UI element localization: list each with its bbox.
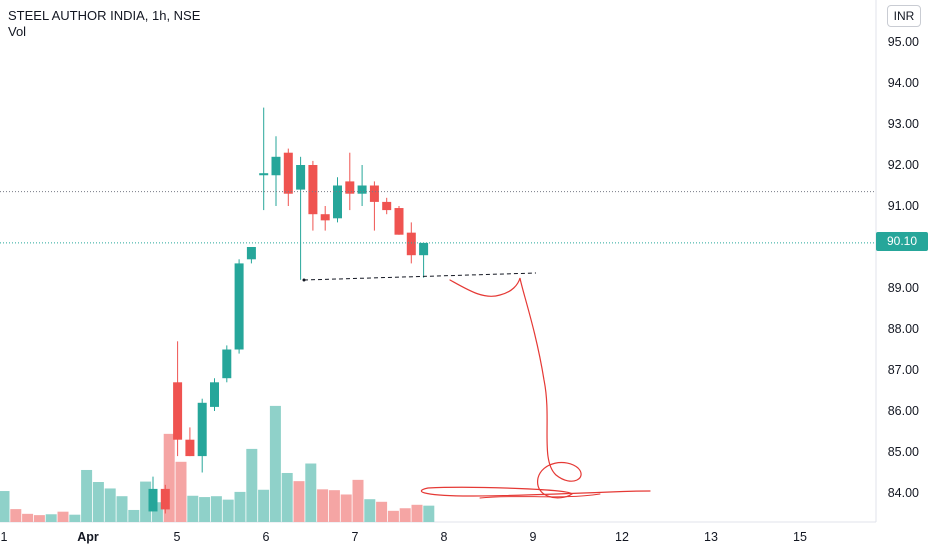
volume-bar <box>387 510 399 522</box>
candle-body <box>357 185 367 194</box>
candle-body <box>283 152 293 194</box>
time-axis: 1 Apr 5 6 7 8 9 12 13 15 <box>1 530 807 544</box>
volume-bar <box>10 509 22 522</box>
time-tick-label: 7 <box>352 530 359 544</box>
candlesticks <box>148 107 429 514</box>
volume-bar <box>116 496 128 522</box>
time-tick-label: 9 <box>530 530 537 544</box>
candle-body <box>259 173 269 176</box>
volume-label: Vol <box>8 24 27 39</box>
volume-bar <box>281 472 293 522</box>
volume-bar <box>104 488 116 522</box>
candle-body <box>382 201 392 211</box>
volume-bar <box>33 515 45 522</box>
volume-bar <box>128 509 140 522</box>
drawings <box>302 272 651 499</box>
price-tick-label: 86.00 <box>888 404 919 418</box>
candle-body <box>296 165 306 190</box>
volume-bar <box>210 496 222 522</box>
volume-bar <box>222 499 234 522</box>
volume-bar <box>340 494 352 522</box>
candle-body <box>333 185 342 219</box>
volume-bar <box>175 461 187 522</box>
candle-body <box>394 208 404 235</box>
volume-bar <box>22 513 34 522</box>
volume-bar <box>69 514 81 522</box>
volume-bar <box>399 508 411 522</box>
freehand-drawing <box>420 277 651 499</box>
candle-body <box>345 181 355 194</box>
candle-body <box>210 382 219 407</box>
candle-body <box>148 488 158 512</box>
candle-body <box>320 214 330 221</box>
candle-body <box>222 349 232 379</box>
price-tick-label: 92.00 <box>888 158 919 172</box>
volume-bar <box>0 491 10 522</box>
volume-bar <box>293 481 305 522</box>
time-tick-label: Apr <box>77 530 99 544</box>
time-tick-label: 8 <box>441 530 448 544</box>
volume-bars <box>0 405 435 522</box>
grid-lines <box>0 0 877 523</box>
volume-bar <box>57 511 69 522</box>
price-tick-label: 84.00 <box>888 486 919 500</box>
volume-bar <box>376 501 388 522</box>
volume-bar <box>364 499 376 522</box>
time-tick-label: 5 <box>174 530 181 544</box>
candle-body <box>197 402 207 457</box>
price-axis: 95.0094.0093.0092.0091.0090.0089.0088.00… <box>888 35 919 500</box>
price-tick-label: 95.00 <box>888 35 919 49</box>
volume-bar <box>423 505 435 522</box>
price-tick-label: 94.00 <box>888 76 919 90</box>
horizontal-lines <box>0 191 876 244</box>
volume-bar <box>92 482 104 522</box>
candle-body <box>406 232 416 256</box>
price-tick-label: 91.00 <box>888 199 919 213</box>
candle-body <box>246 247 256 260</box>
symbol-title: STEEL AUTHOR INDIA, 1h, NSE <box>8 8 201 23</box>
volume-bar <box>258 489 270 522</box>
price-tick-label: 89.00 <box>888 281 919 295</box>
candle-body <box>185 439 195 457</box>
candle-body <box>308 165 318 215</box>
currency-button[interactable]: INR <box>887 5 921 27</box>
price-tick-label: 85.00 <box>888 445 919 459</box>
freehand-drawing-stroke <box>479 493 601 499</box>
price-tick-label: 93.00 <box>888 117 919 131</box>
candle-body <box>271 156 281 176</box>
time-tick-label: 15 <box>793 530 807 544</box>
candle-body <box>419 242 429 256</box>
volume-bar <box>45 514 57 522</box>
volume-bar <box>151 502 163 522</box>
last-price-badge: 90.10 <box>876 232 928 251</box>
volume-bar <box>269 405 281 522</box>
volume-bar <box>81 469 93 522</box>
volume-bar <box>246 448 258 522</box>
volume-bar <box>163 433 175 522</box>
candle-body <box>160 488 170 510</box>
dashed-support-line <box>303 272 537 281</box>
volume-bar <box>199 497 211 522</box>
candle-body <box>369 185 379 202</box>
volume-bar <box>305 463 317 522</box>
time-tick-label: 1 <box>1 530 8 544</box>
volume-bar <box>328 490 340 522</box>
volume-bar <box>187 495 199 522</box>
candle-body <box>173 382 183 440</box>
volume-bar <box>352 479 364 522</box>
volume-bar <box>411 504 423 522</box>
trend-line-handle <box>302 278 306 282</box>
volume-bar <box>234 491 246 522</box>
volume-bar <box>317 489 329 522</box>
price-tick-label: 87.00 <box>888 363 919 377</box>
chart-legend: STEEL AUTHOR INDIA, 1h, NSE Vol <box>8 8 200 40</box>
volume-bar <box>140 481 152 522</box>
time-tick-label: 6 <box>263 530 270 544</box>
time-tick-label: 12 <box>615 530 629 544</box>
price-tick-label: 88.00 <box>888 322 919 336</box>
time-tick-label: 13 <box>704 530 718 544</box>
candle-body <box>234 263 244 350</box>
